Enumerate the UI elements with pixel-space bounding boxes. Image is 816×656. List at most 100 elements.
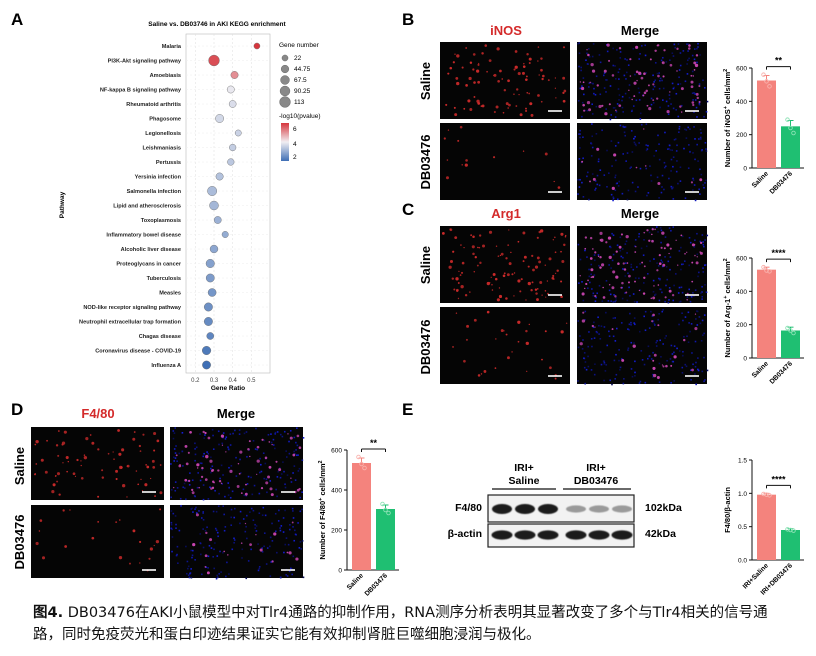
- merge-label-d: Merge: [217, 406, 255, 421]
- kegg-bubble: [229, 143, 237, 152]
- legend-color-tick-4: 4: [293, 141, 297, 148]
- y-tick-label: 0: [743, 166, 747, 173]
- inos-stain-label: iNOS: [490, 23, 522, 38]
- data-point: [788, 527, 793, 533]
- panel-b: iNOS Merge Saline DB03476 0 200 400 600 Sali…: [418, 23, 804, 202]
- arg1-db-image: [440, 307, 570, 384]
- row-label-db-d: DB03476: [12, 515, 27, 570]
- f480-saline-image: [31, 427, 164, 500]
- f480-db-image: [31, 505, 164, 578]
- data-point: [356, 454, 361, 460]
- data-point: [788, 328, 793, 333]
- kegg-bubble: [207, 186, 218, 196]
- y-tick-label: 1.5: [738, 458, 747, 465]
- blot-frame-actin: [487, 523, 635, 548]
- legend-size-label: 113: [294, 99, 305, 106]
- y-tick-label: 200: [736, 132, 747, 139]
- kegg-pathway-label: Leishmaniasis: [142, 146, 181, 152]
- kegg-pathway-label: Measles: [159, 291, 181, 297]
- y-tick-label: 400: [736, 99, 747, 106]
- bar-treated: [781, 530, 800, 560]
- band-actin: [491, 530, 513, 540]
- data-point: [764, 492, 769, 497]
- category-label: Saline: [346, 572, 365, 591]
- legend-size-label: 22: [294, 55, 302, 62]
- data-point: [386, 510, 391, 516]
- kegg-bubble: [205, 259, 215, 268]
- panel-letter-b: B: [402, 10, 414, 29]
- kegg-x-axis-label: Gene Ratio: [211, 385, 245, 392]
- kegg-bubble: [206, 332, 215, 340]
- kegg-pathway-label: Salmonella infection: [127, 189, 182, 195]
- row-label-db-b: DB03476: [418, 135, 433, 190]
- kegg-bubble: [202, 360, 211, 370]
- bar-treated: [781, 126, 800, 168]
- kegg-pathway-label: NOD-like receptor signaling pathway: [83, 305, 181, 311]
- kegg-pathway-label: Rheumatoid arthritis: [126, 102, 181, 108]
- bar-saline: [757, 494, 776, 560]
- legend-size-dot: [280, 75, 290, 85]
- kegg-bubble: [203, 302, 213, 312]
- band-label-actin: β-actin: [448, 528, 482, 540]
- y-tick-label: 200: [331, 528, 342, 535]
- y-tick-label: 400: [736, 289, 747, 296]
- bar-saline: [757, 80, 776, 168]
- legend-color-bar: [281, 123, 289, 161]
- kegg-pathway-label: Pertussis: [156, 160, 181, 166]
- kegg-x-tick: 0.4: [228, 378, 237, 384]
- band-f480: [589, 505, 609, 513]
- kegg-pathway-label: Phagosome: [149, 117, 181, 123]
- western-blot: [487, 494, 635, 548]
- panel-letter-c: C: [402, 200, 414, 219]
- kegg-bubble: [227, 158, 235, 166]
- kegg-pathway-label: PI3K-Akt signaling pathway: [108, 59, 182, 65]
- group1-label-line1: IRI+: [514, 462, 534, 474]
- panel-letter-a: A: [11, 10, 23, 29]
- band-size-actin: 42kDa: [645, 528, 676, 540]
- kegg-bubble: [221, 231, 229, 238]
- data-point: [767, 84, 772, 89]
- data-point: [767, 269, 772, 274]
- data-point: [791, 330, 796, 336]
- panel-d: F4/80 Merge Saline DB03476 0 200 400 600 Sal…: [12, 406, 399, 598]
- bar-y-axis-label: Number of iNOS+ cells/mm2: [723, 69, 732, 167]
- y-tick-label: 200: [736, 322, 747, 329]
- y-tick-label: 600: [736, 66, 747, 73]
- legend-color-tick-2: 2: [293, 154, 297, 161]
- data-point: [761, 72, 766, 77]
- kegg-x-tick: 0.3: [210, 378, 219, 384]
- arg1-saline-image: [440, 226, 570, 303]
- band-size-f480: 102kDa: [645, 502, 682, 514]
- kegg-bubble: [207, 288, 217, 297]
- y-tick-label: 0.5: [738, 524, 747, 531]
- band-f480: [566, 505, 586, 513]
- kegg-pathway-label: Malaria: [162, 44, 182, 50]
- group2-label-line1: IRI+: [586, 462, 606, 474]
- figure-caption: 图4. DB03476在AKI小鼠模型中对Tlr4通路的抑制作用，RNA测序分析…: [33, 602, 793, 646]
- data-point: [785, 527, 790, 532]
- category-label: DB03476: [769, 360, 794, 385]
- data-point: [359, 461, 364, 467]
- kegg-pathway-label: Tuberculosis: [147, 276, 181, 282]
- category-label: DB03476: [769, 170, 794, 195]
- figure-canvas: A B C D E Saline vs. DB03746 in AKI KEGG…: [11, 10, 804, 598]
- kegg-bubble: [203, 317, 213, 326]
- blot-frame-f480: [487, 494, 635, 523]
- kegg-pathway-label: Coronavirus disease - COVID-19: [95, 349, 181, 355]
- group2-label-line2: DB03476: [574, 475, 619, 487]
- y-tick-label: 400: [331, 488, 342, 495]
- merge-db-image-d: [170, 505, 305, 580]
- y-tick-label: 0.0: [738, 558, 747, 565]
- kegg-bubble: [234, 129, 242, 137]
- panel-e: IRI+ Saline IRI+ DB03476 F4/80 β-actin 1…: [448, 458, 804, 597]
- kegg-bubble: [230, 71, 239, 79]
- bar-treated: [781, 330, 800, 358]
- inos-db-image: [440, 123, 570, 200]
- kegg-bubble: [228, 100, 237, 108]
- data-point: [767, 493, 772, 498]
- kegg-pathway-label: Proteoglycans in cancer: [116, 262, 181, 268]
- band-f480: [515, 504, 535, 514]
